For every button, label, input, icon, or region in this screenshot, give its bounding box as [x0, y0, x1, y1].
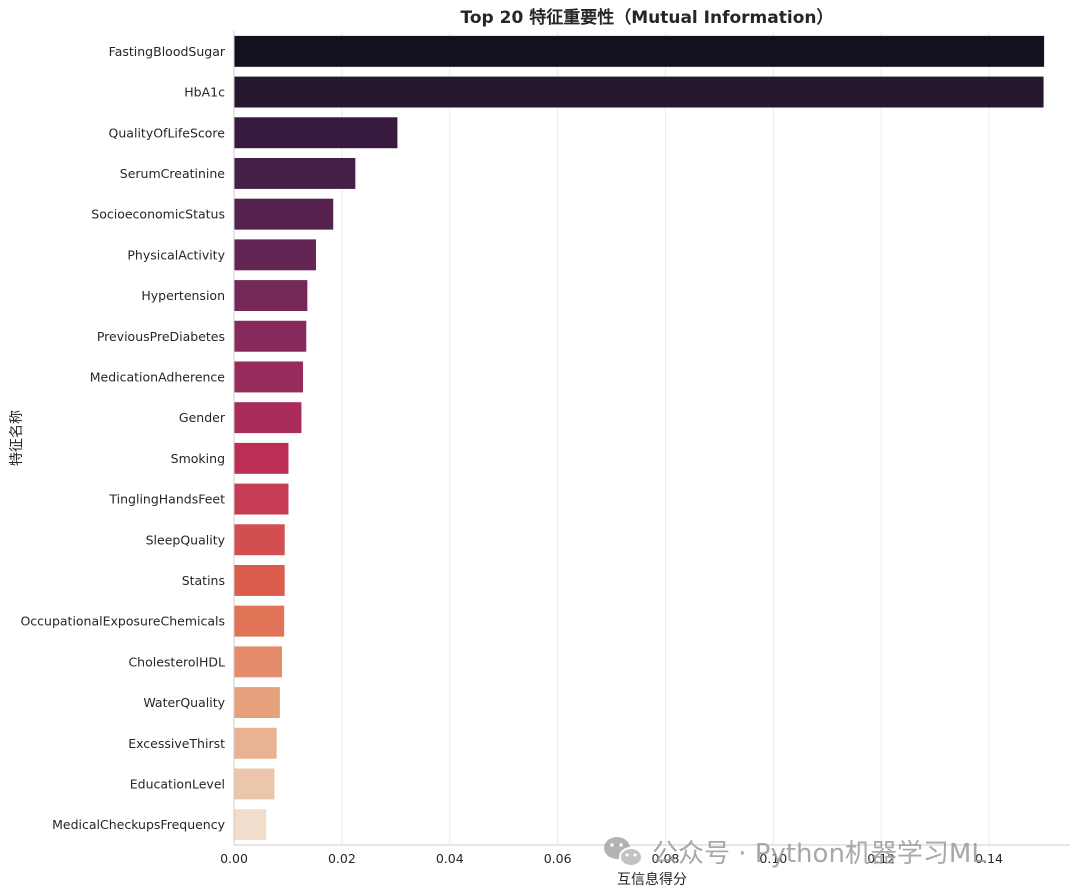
y-tick-label: SleepQuality — [146, 532, 226, 547]
y-tick-label: TinglingHandsFeet — [108, 492, 225, 507]
x-tick-labels: 0.00 0.02 0.04 0.06 0.08 0.10 0.12 0.14 — [220, 851, 1003, 866]
y-tick-label: ExcessiveThirst — [128, 736, 225, 751]
bar — [234, 157, 356, 189]
y-tick-label: SerumCreatinine — [120, 166, 225, 181]
x-tick-label: 0.02 — [328, 851, 356, 866]
bar — [234, 239, 316, 271]
bar — [234, 280, 308, 312]
y-tick-label: QualityOfLifeScore — [109, 125, 226, 140]
y-tick-label: Gender — [179, 410, 226, 425]
bar — [234, 198, 334, 230]
bar — [234, 605, 285, 637]
bars — [234, 35, 1045, 841]
x-tick-label: 0.04 — [436, 851, 464, 866]
y-tick-label: MedicalCheckupsFrequency — [52, 817, 226, 832]
bar — [234, 646, 283, 678]
x-axis-label: 互信息得分 — [617, 871, 687, 888]
bar — [234, 809, 267, 841]
bar — [234, 768, 275, 800]
y-tick-label: OccupationalExposureChemicals — [20, 614, 225, 629]
x-tick-label: 0.14 — [975, 851, 1003, 866]
bar — [234, 483, 289, 515]
y-tick-label: PreviousPreDiabetes — [97, 329, 225, 344]
chart-title: Top 20 特征重要性（Mutual Information） — [461, 7, 834, 28]
bar — [234, 442, 289, 474]
x-tick-label: 0.00 — [220, 851, 248, 866]
bar — [234, 361, 304, 393]
bar — [234, 35, 1045, 67]
bar — [234, 76, 1044, 108]
x-tick-label: 0.10 — [759, 851, 787, 866]
bar — [234, 402, 302, 434]
bar — [234, 564, 285, 596]
y-tick-label: EducationLevel — [130, 776, 225, 791]
y-tick-label: Smoking — [171, 451, 225, 466]
y-axis-label: 特征名称 — [9, 410, 25, 466]
y-tick-label: PhysicalActivity — [127, 247, 225, 262]
bar — [234, 687, 280, 719]
x-tick-label: 0.08 — [652, 851, 680, 866]
y-tick-label: CholesterolHDL — [128, 654, 225, 669]
x-tick-label: 0.06 — [544, 851, 572, 866]
y-tick-labels: FastingBloodSugar HbA1c QualityOfLifeScore… — [20, 44, 225, 832]
plot-background — [234, 31, 1070, 845]
y-tick-label: Statins — [182, 573, 225, 588]
watermark: 公众号 · Python机器学习ML — [604, 837, 986, 869]
bar — [234, 320, 307, 352]
x-tick-label: 0.12 — [867, 851, 895, 866]
y-tick-label: HbA1c — [184, 85, 225, 100]
y-tick-label: SocioeconomicStatus — [91, 207, 225, 222]
bar — [234, 117, 398, 149]
y-tick-label: WaterQuality — [143, 695, 225, 710]
bar — [234, 727, 277, 759]
bar — [234, 524, 285, 556]
y-tick-label: MedicationAdherence — [90, 369, 226, 384]
watermark-text: 公众号 · Python机器学习ML — [652, 839, 986, 869]
wechat-icon — [604, 837, 643, 867]
y-tick-label: Hypertension — [141, 288, 225, 303]
y-tick-label: FastingBloodSugar — [109, 44, 226, 59]
